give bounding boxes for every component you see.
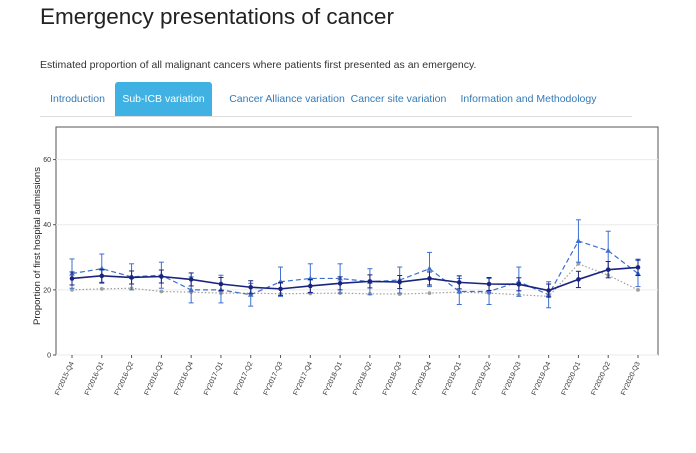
- data-point: [605, 267, 611, 272]
- page-subtitle: Estimated proportion of all malignant ca…: [40, 59, 477, 71]
- tab-introduction[interactable]: Introduction: [50, 93, 105, 105]
- x-tick-label: FY2020-Q3: [620, 361, 642, 397]
- series-line: [71, 263, 639, 297]
- x-tick-label: FY2015-Q4: [54, 361, 76, 397]
- data-point: [576, 277, 581, 282]
- x-tick-label: FY2016-Q3: [144, 361, 166, 397]
- data-point: [159, 289, 164, 294]
- y-tick-label: 20: [43, 287, 51, 294]
- tab-bar: Introduction Sub-ICB variation Cancer Al…: [40, 82, 632, 117]
- data-point: [427, 291, 432, 296]
- tab-cancer-alliance-variation[interactable]: Cancer Alliance variation: [229, 93, 345, 105]
- data-point: [129, 275, 134, 280]
- page-title: Emergency presentations of cancer: [40, 4, 394, 29]
- data-point: [248, 284, 254, 290]
- series-line: [71, 266, 639, 292]
- y-tick-label: 0: [47, 353, 51, 360]
- plot-area: [55, 126, 659, 356]
- data-point: [159, 274, 164, 279]
- data-point: [188, 286, 194, 292]
- data-point: [427, 276, 432, 281]
- data-point: [576, 261, 581, 266]
- data-point: [456, 280, 462, 285]
- data-point: [337, 281, 343, 286]
- tab-information-and-methodology[interactable]: Information and Methodology: [460, 93, 597, 105]
- data-point: [456, 288, 463, 294]
- data-point: [367, 279, 373, 284]
- x-tick-label: FY2019-Q4: [531, 361, 553, 397]
- data-point: [99, 286, 104, 291]
- x-tick-label: FY2017-Q4: [292, 361, 314, 397]
- x-tick-label: FY2018-Q3: [382, 361, 404, 397]
- gridlines: [56, 159, 658, 356]
- x-tick-label: FY2020-Q2: [590, 361, 612, 397]
- x-tick-label: FY2017-Q1: [203, 361, 225, 397]
- data-point: [278, 286, 283, 292]
- x-tick-label: FY2016-Q1: [84, 361, 106, 397]
- data-point: [69, 276, 75, 281]
- data-point: [99, 273, 105, 279]
- x-tick-label: FY2018-Q4: [412, 361, 434, 397]
- data-point: [397, 279, 402, 285]
- x-tick-label: FY2016-Q4: [173, 361, 195, 397]
- x-tick-label: FY2019-Q1: [441, 361, 463, 397]
- data-point: [486, 281, 492, 287]
- x-tick-label: FY2018-Q2: [352, 361, 374, 397]
- tab-cancer-site-variation[interactable]: Cancer site variation: [350, 93, 447, 105]
- x-tick-label: FY2016-Q2: [114, 361, 136, 397]
- x-tick-label: FY2017-Q3: [263, 361, 285, 397]
- data-point: [605, 247, 612, 253]
- series-layer: [69, 219, 641, 309]
- emergency-presentation-chart: Proportion of first hospital admissions …: [32, 126, 659, 397]
- data-point: [636, 287, 640, 292]
- data-point: [516, 282, 522, 287]
- data-point: [188, 277, 194, 282]
- x-tick-label: FY2019-Q3: [501, 361, 523, 397]
- data-point: [635, 265, 641, 270]
- tab-sub-icb-variation[interactable]: Sub-ICB variation: [115, 82, 212, 116]
- y-axis-ticks: 0 20 40 60: [43, 157, 56, 360]
- series-solid: [69, 258, 641, 298]
- y-axis-label: Proportion of first hospital admissions: [32, 167, 43, 325]
- x-axis-ticks: FY2015-Q4 FY2016-Q1 FY2016-Q2 FY2016-Q3 FY20…: [54, 355, 642, 397]
- x-tick-label: FY2017-Q2: [233, 361, 255, 397]
- data-point: [426, 265, 433, 271]
- data-point: [575, 238, 582, 243]
- y-tick-label: 60: [43, 157, 51, 164]
- data-point: [218, 281, 224, 287]
- data-point: [546, 288, 551, 293]
- data-point: [308, 283, 313, 289]
- x-tick-label: FY2020-Q1: [561, 361, 583, 397]
- x-tick-label: FY2019-Q2: [471, 361, 493, 397]
- x-tick-label: FY2018-Q1: [322, 361, 344, 397]
- data-point: [70, 287, 74, 292]
- series-dotted: [70, 261, 640, 299]
- y-tick-label: 40: [43, 222, 51, 229]
